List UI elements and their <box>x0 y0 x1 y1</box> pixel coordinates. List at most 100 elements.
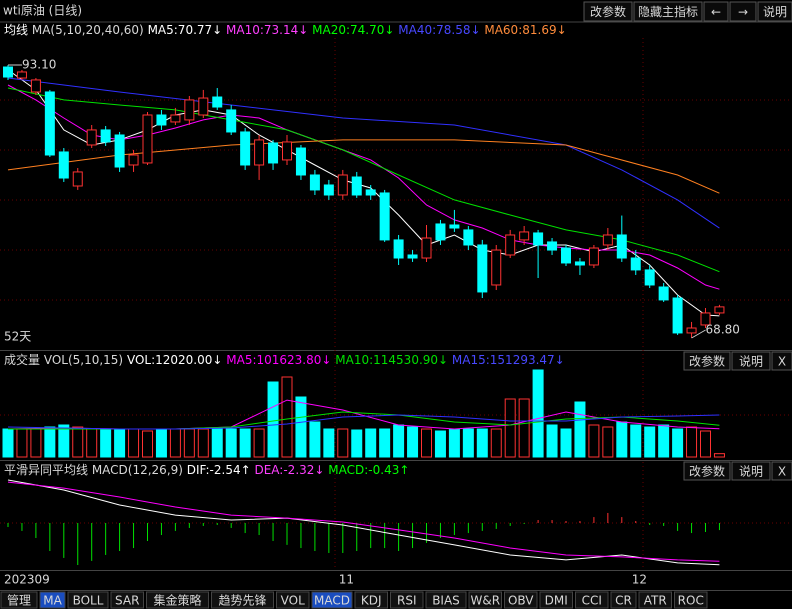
tab-label[interactable]: CCI <box>582 594 602 608</box>
button[interactable] <box>729 1 757 22</box>
volume-bar <box>323 428 335 458</box>
tab-label[interactable]: SAR <box>115 594 139 608</box>
tab[interactable] <box>0 591 38 609</box>
tab-label[interactable]: ATR <box>644 594 667 608</box>
volume-bar <box>100 428 112 458</box>
button[interactable] <box>771 461 792 481</box>
button-label[interactable]: 改参数 <box>689 464 725 479</box>
button-label[interactable]: 说明 <box>739 354 763 369</box>
tab[interactable] <box>39 591 66 609</box>
tab[interactable] <box>390 591 424 609</box>
button-label[interactable]: 隐藏主指标 <box>638 4 698 19</box>
candle-body <box>114 134 125 168</box>
date-label: 12 <box>632 573 647 587</box>
candle-body <box>323 184 334 196</box>
button[interactable] <box>757 1 792 22</box>
candle-body <box>16 71 27 79</box>
volume-bar <box>686 426 698 458</box>
button-label[interactable]: ← <box>711 5 721 19</box>
tab[interactable] <box>638 591 672 609</box>
tab-label[interactable]: KDJ <box>361 594 382 608</box>
volume-bar <box>560 428 572 458</box>
tab-label[interactable]: BIAS <box>432 594 460 608</box>
tab[interactable] <box>311 591 353 609</box>
tab-label[interactable]: W&R <box>470 594 500 608</box>
button-label[interactable]: 改参数 <box>590 4 626 19</box>
tab-label[interactable]: OBV <box>508 594 534 608</box>
volume-bar <box>602 426 614 458</box>
tab[interactable] <box>674 591 708 609</box>
volume-bar <box>169 428 181 458</box>
tab[interactable] <box>67 591 109 609</box>
tab-label[interactable]: ROC <box>678 594 704 608</box>
button[interactable] <box>683 461 731 481</box>
button[interactable] <box>683 351 731 371</box>
ma-line <box>7 84 720 290</box>
button-label[interactable]: 说明 <box>763 4 787 19</box>
volume-bar <box>295 396 307 458</box>
tab-label[interactable]: 管理 <box>7 593 31 608</box>
volume-bar <box>2 428 14 458</box>
tab[interactable] <box>610 591 637 609</box>
button[interactable] <box>583 1 633 22</box>
volume-bar <box>672 428 684 458</box>
button-label[interactable]: 说明 <box>739 464 763 479</box>
tab[interactable] <box>354 591 388 609</box>
volume-bar <box>351 429 363 458</box>
button[interactable] <box>703 1 729 22</box>
volume-bar <box>504 398 516 458</box>
volume-bar <box>588 424 600 458</box>
tab-label[interactable]: MA <box>43 594 62 608</box>
tab-label[interactable]: MACD <box>314 594 350 608</box>
tab-label[interactable]: VOL <box>281 594 305 608</box>
volume-bar <box>267 381 279 458</box>
candle-body <box>658 286 669 301</box>
tab-label[interactable]: 趋势先锋 <box>218 594 266 608</box>
tab[interactable] <box>575 591 609 609</box>
volume-bar <box>713 453 725 458</box>
candle-body <box>128 154 139 166</box>
macd-line <box>7 479 720 566</box>
button[interactable] <box>731 351 771 371</box>
volume-bar <box>30 428 42 458</box>
tab-label[interactable]: 集金策略 <box>153 593 201 608</box>
volume-bar <box>546 424 558 458</box>
tab[interactable] <box>504 591 538 609</box>
tab-label[interactable]: BOLL <box>73 594 104 608</box>
volume-bar <box>644 426 656 458</box>
tab[interactable] <box>468 591 502 609</box>
annotation-line <box>691 329 706 339</box>
button-label[interactable]: → <box>738 5 748 19</box>
button[interactable] <box>633 1 703 22</box>
vol-legend-item: MA5:101623.80↓ <box>222 353 331 367</box>
tab-label[interactable]: RSI <box>397 594 417 608</box>
button-label[interactable]: X <box>778 465 786 479</box>
ma-line <box>7 77 720 229</box>
tab-label[interactable]: CR <box>615 594 632 608</box>
tab[interactable] <box>539 591 573 609</box>
candle-body <box>561 247 571 264</box>
candle-body <box>672 297 683 334</box>
ma-line <box>7 139 720 194</box>
legend-title: 平滑异同平均线 MACD(12,26,9) <box>4 463 183 477</box>
ma-legend-item: MA60:81.69↓ <box>481 23 567 37</box>
tab[interactable] <box>425 591 467 609</box>
candle-body <box>379 192 390 241</box>
volume-bar <box>239 428 251 458</box>
tab[interactable] <box>110 591 144 609</box>
button[interactable] <box>771 351 792 371</box>
vol-legend: 成交量 VOL(5,10,15) VOL:12020.00↓ MA5:10162… <box>4 352 565 367</box>
candle-body <box>212 96 223 108</box>
button-label[interactable]: X <box>778 355 786 369</box>
tab[interactable] <box>276 591 310 609</box>
button-label[interactable]: 改参数 <box>689 354 725 369</box>
button[interactable] <box>731 461 771 481</box>
legend-title: 成交量 VOL(5,10,15) <box>4 352 123 367</box>
volume-bar <box>58 424 70 458</box>
tab-label[interactable]: DMI <box>545 594 568 608</box>
tab[interactable] <box>146 591 209 609</box>
candle-body <box>533 232 544 246</box>
tab[interactable] <box>211 591 274 609</box>
candle-body <box>86 129 97 146</box>
candle-body <box>240 131 251 166</box>
